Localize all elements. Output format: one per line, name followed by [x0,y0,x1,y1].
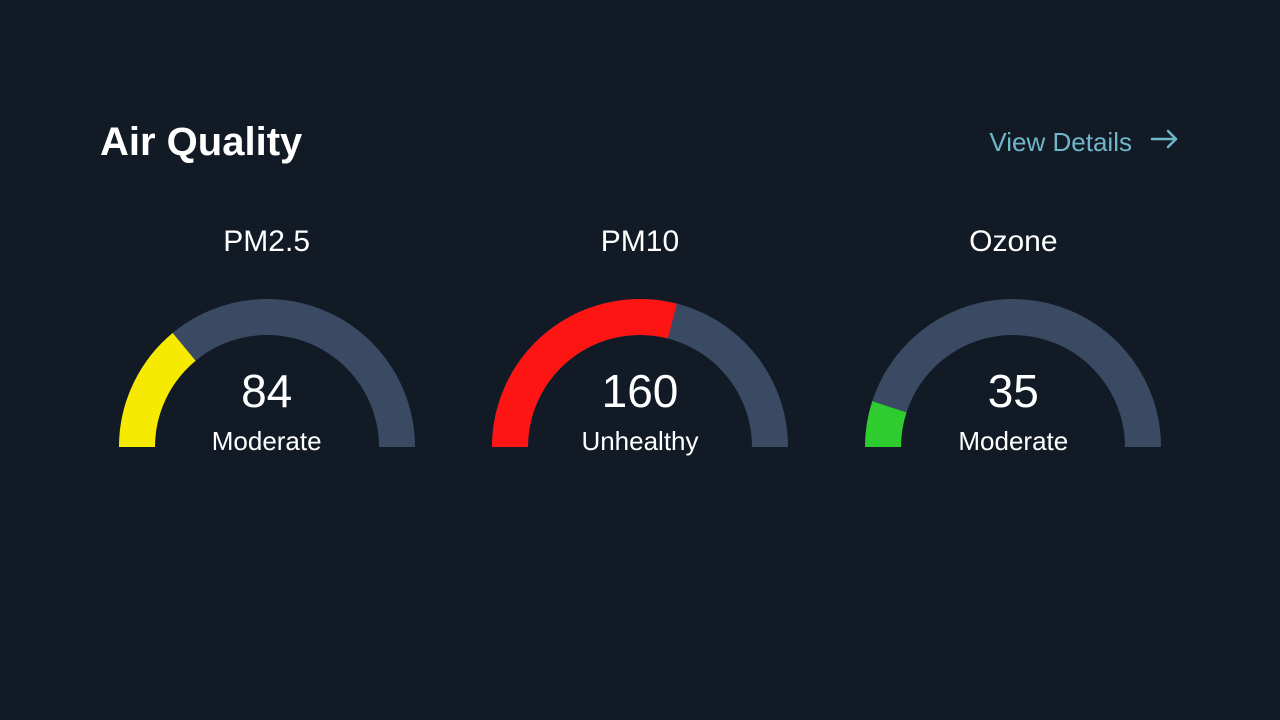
gauge-label: PM10 [601,225,679,259]
gauge-arc: 35 Moderate [853,277,1173,457]
gauge-label: PM2.5 [223,225,310,259]
gauge-pm10: PM10 160 Unhealthy [473,225,806,457]
view-details-label: View Details [989,127,1132,158]
gauge-value: 35 [853,368,1173,414]
gauge-ozone: Ozone 35 Moderate [847,225,1180,457]
gauge-pm25: PM2.5 84 Moderate [100,225,433,457]
gauge-status: Moderate [107,426,427,457]
gauge-value: 84 [107,368,427,414]
page-title: Air Quality [100,120,302,165]
header: Air Quality View Details [100,120,1180,165]
gauge-status: Unhealthy [480,426,800,457]
arrow-right-icon [1150,127,1180,158]
gauge-arc: 160 Unhealthy [480,277,800,457]
gauge-status: Moderate [853,426,1173,457]
gauges-row: PM2.5 84 Moderate PM10 160 Unhealthy Ozone 35 Mo… [100,225,1180,457]
gauge-label: Ozone [969,225,1057,259]
gauge-value: 160 [480,368,800,414]
view-details-link[interactable]: View Details [989,127,1180,158]
gauge-arc: 84 Moderate [107,277,427,457]
